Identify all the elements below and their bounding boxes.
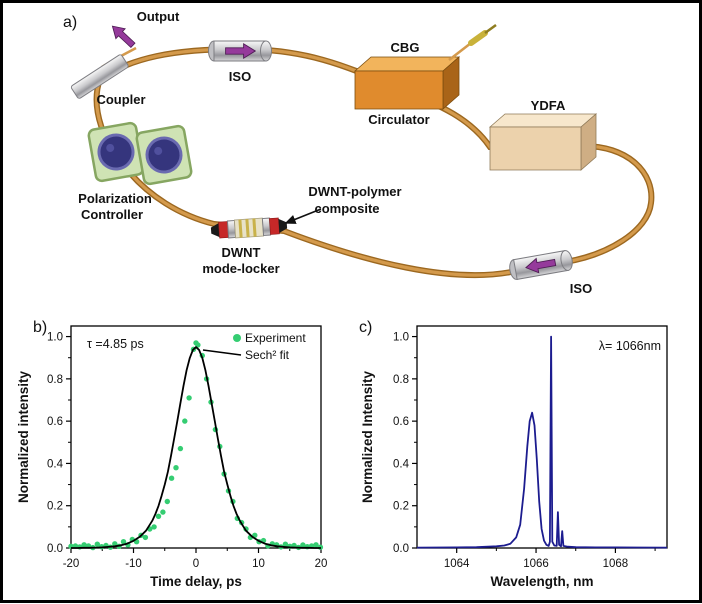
fiber-loop [93, 45, 655, 279]
coupler [70, 54, 129, 99]
data-point [142, 534, 149, 541]
charts-row: b) -20 -10 0 10 20 0.0 0.2 0.4 0.6 0.8 1.0 Normali… [3, 308, 699, 604]
legend-label-experiment: Experiment [245, 331, 306, 345]
coupler-label: Coupler [96, 92, 145, 107]
composite-label-line1: DWNT-polymer [308, 184, 401, 199]
panel-label-a: a) [63, 14, 77, 31]
chart-b-x-axis-title: Time delay, ps [150, 574, 242, 589]
x-tick-label: 0 [193, 558, 199, 570]
data-point [186, 395, 192, 401]
iso-top-arrow-icon [225, 42, 257, 60]
data-point [182, 418, 188, 424]
experiment-dot-icon [233, 334, 241, 342]
data-point [151, 524, 157, 530]
data-point [81, 542, 87, 548]
polarization-label-line1: Polarization [78, 191, 152, 206]
composite-callout-arrow [284, 208, 322, 224]
data-point [112, 541, 118, 547]
x-tick-label: -20 [63, 558, 80, 570]
chart-b-plot-area: -20 -10 0 10 20 0.0 0.2 0.4 0.6 0.8 1.0 [47, 325, 328, 570]
data-point [120, 539, 127, 545]
y-tick-label: 0.6 [47, 416, 63, 428]
y-tick-label: 0.2 [393, 501, 409, 513]
x-tick-label: 1068 [603, 558, 629, 570]
x-tick-label: 1066 [523, 558, 549, 570]
y-tick-label: 0.2 [47, 501, 63, 513]
wavelength-annotation: λ= 1066nm [599, 339, 661, 353]
plot-frame [416, 325, 668, 549]
pulse-width-annotation: τ =4.85 ps [87, 337, 144, 351]
output-label: Output [137, 9, 180, 24]
x-tick-label: -10 [125, 558, 142, 570]
fit-line-pointer-icon [202, 349, 242, 356]
chart-b-legend: Experiment Sech² fit [202, 331, 306, 362]
autocorrelation-chart: b) -20 -10 0 10 20 0.0 0.2 0.4 0.6 0.8 1.0 Normali… [16, 319, 328, 589]
y-tick-label: 0.8 [47, 374, 63, 386]
y-tick-label: 0.0 [393, 543, 409, 555]
output-arrow [111, 25, 136, 49]
cbg-label: CBG [391, 40, 420, 55]
isolator-bottom [509, 250, 573, 280]
iso-bottom-arrow-icon [525, 257, 557, 274]
laser-setup-diagram: a) Output Coupler ISO CBG Circulator YDF… [63, 9, 655, 296]
isolator-top [208, 40, 272, 62]
composite-label-line2: composite [314, 201, 379, 216]
iso-bottom-label: ISO [570, 281, 592, 296]
y-tick-label: 1.0 [47, 332, 63, 344]
panel-label-b: b) [33, 319, 47, 336]
ydfa-label: YDFA [531, 98, 566, 113]
data-point [177, 445, 184, 452]
ydfa-amplifier [488, 113, 598, 171]
circulator [353, 56, 461, 110]
legend-label-fit: Sech² fit [245, 348, 290, 362]
data-point [282, 541, 289, 547]
dwnt-mode-locker [210, 217, 288, 239]
data-point [168, 475, 175, 481]
polarization-label-line2: Controller [81, 207, 143, 222]
circulator-label: Circulator [368, 112, 429, 127]
polarization-controller [87, 121, 193, 186]
x-tick-label: 10 [252, 558, 265, 570]
chart-c-x-axis-title: Wavelength, nm [490, 574, 593, 589]
series-line [416, 335, 668, 549]
y-tick-label: 0.6 [393, 416, 409, 428]
iso-top-label: ISO [229, 69, 251, 84]
chart-c-y-axis-title: Normalized Intensity [360, 370, 375, 503]
x-tick-label: 1064 [444, 558, 470, 570]
series-line [71, 346, 321, 549]
data-point [173, 465, 179, 471]
data-point [195, 342, 201, 348]
data-point [160, 509, 166, 515]
chart-b-y-axis-title: Normalized intensity [16, 370, 31, 503]
y-tick-label: 0.4 [47, 458, 64, 470]
data-point [300, 542, 306, 548]
y-tick-label: 0.0 [47, 543, 63, 555]
x-tick-label: 20 [315, 558, 328, 570]
data-point [313, 542, 319, 548]
cbg-pigtail [448, 23, 497, 62]
y-tick-label: 0.4 [393, 458, 410, 470]
data-point [94, 541, 101, 547]
panel-label-c: c) [359, 319, 372, 336]
y-tick-label: 1.0 [393, 332, 409, 344]
y-tick-label: 0.8 [393, 374, 409, 386]
fiber-core [95, 47, 653, 277]
dwnt-label-line2: mode-locker [202, 261, 279, 276]
dwnt-label-line1: DWNT [222, 245, 261, 260]
data-point [164, 498, 170, 505]
data-point [155, 513, 162, 519]
spectrum-chart: c) 1064 1066 1068 0.0 0.2 0.4 0.6 0.8 1.0 Normal… [359, 319, 668, 589]
chart-c-plot-area: 1064 1066 1068 0.0 0.2 0.4 0.6 0.8 1.0 [393, 325, 668, 570]
